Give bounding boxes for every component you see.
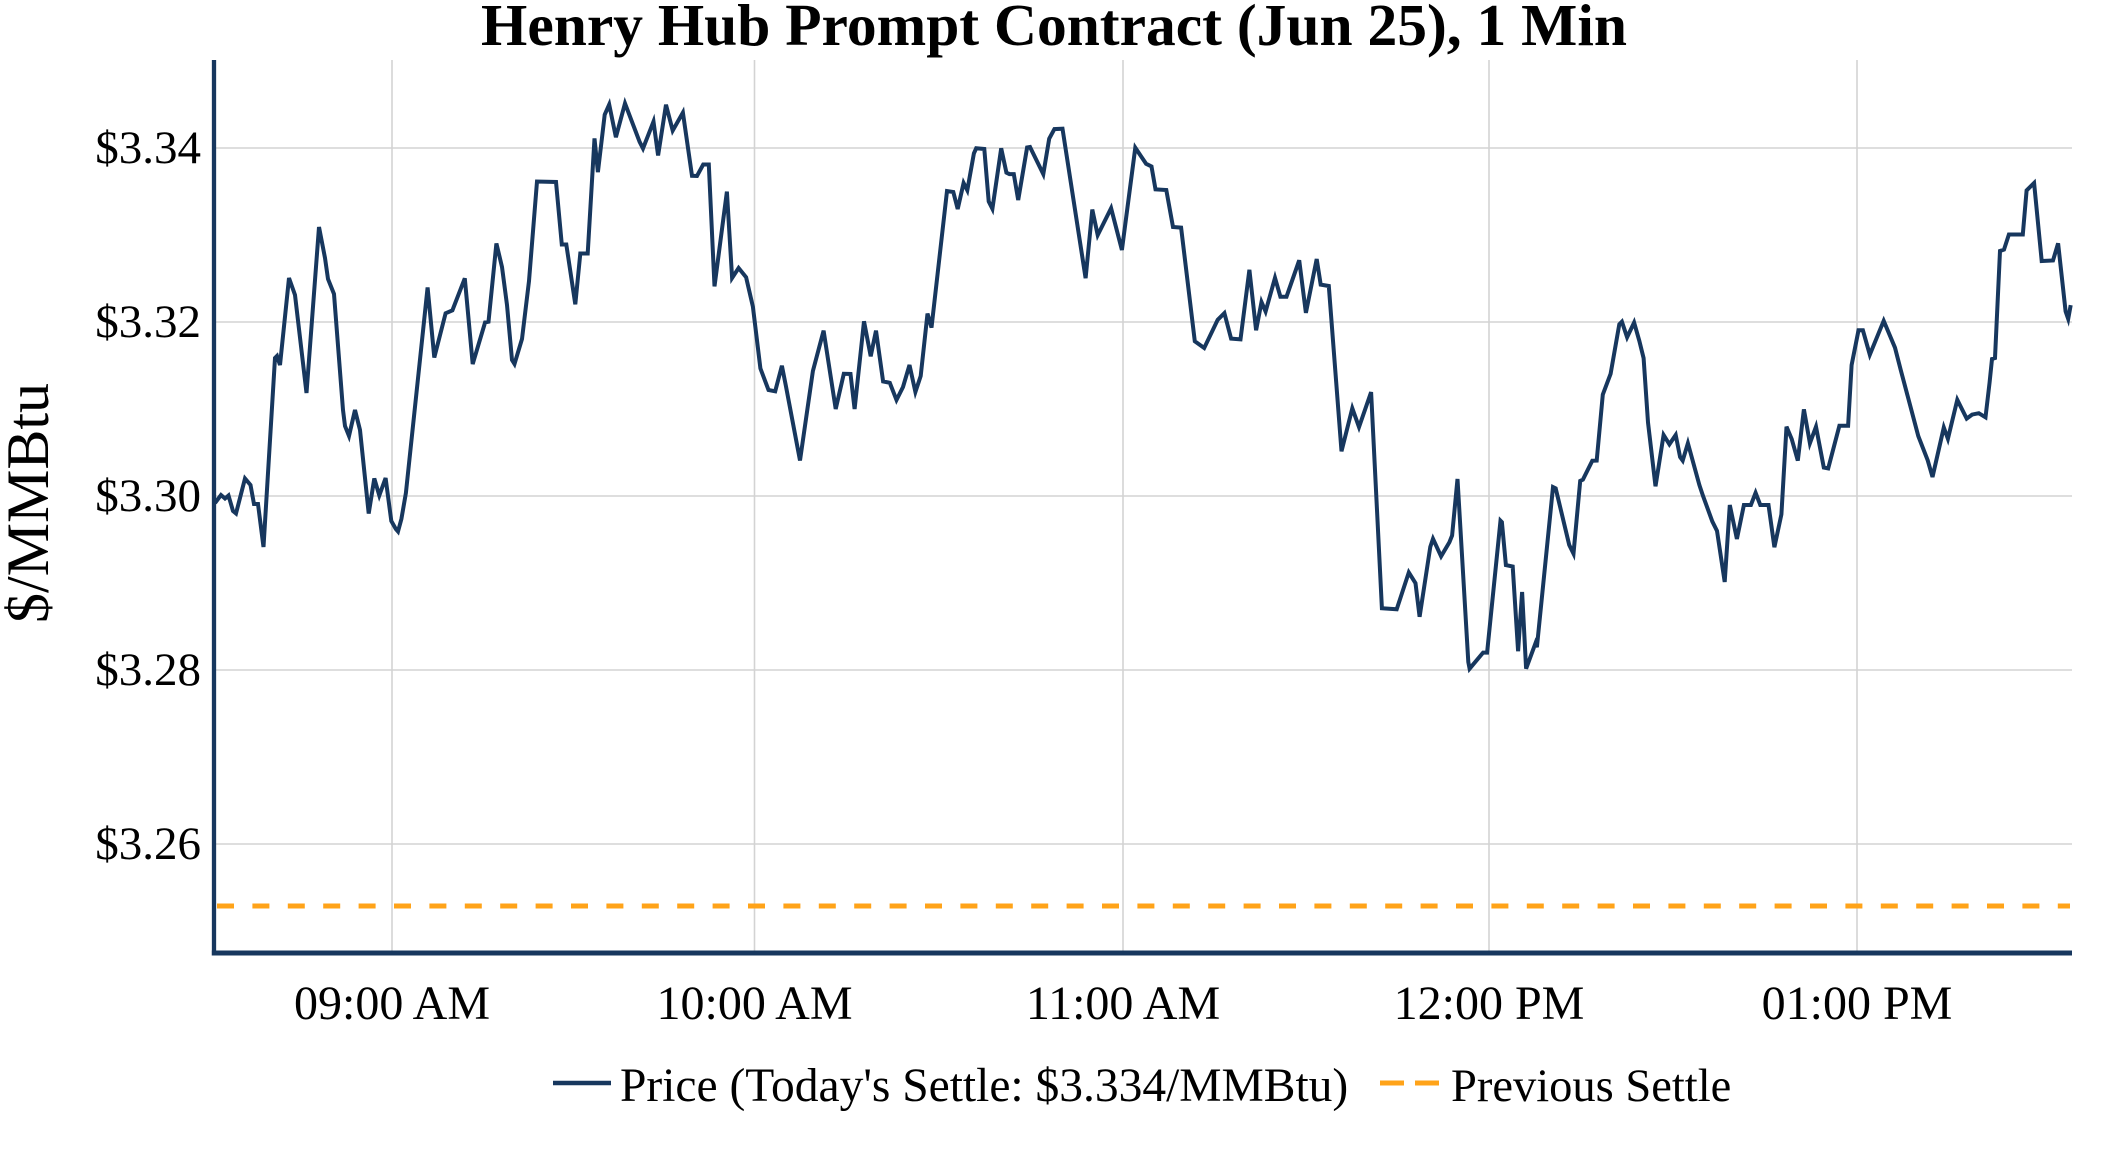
svg-text:Previous Settle: Previous Settle: [1451, 1061, 1731, 1112]
svg-text:Price (Today's Settle: $3.334/: Price (Today's Settle: $3.334/MMBtu): [620, 1060, 1348, 1112]
svg-text:$3.34: $3.34: [95, 122, 201, 174]
svg-text:12:00 PM: 12:00 PM: [1394, 977, 1585, 1030]
svg-text:09:00 AM: 09:00 AM: [294, 977, 490, 1030]
svg-text:$3.26: $3.26: [95, 818, 201, 870]
svg-text:01:00 PM: 01:00 PM: [1762, 977, 1953, 1030]
svg-text:$3.28: $3.28: [95, 644, 201, 696]
svg-text:10:00 AM: 10:00 AM: [656, 977, 852, 1030]
svg-text:$/MMBtu: $/MMBtu: [0, 383, 61, 623]
svg-text:11:00 AM: 11:00 AM: [1026, 977, 1220, 1030]
svg-text:$3.32: $3.32: [95, 296, 201, 348]
svg-text:$3.30: $3.30: [95, 470, 201, 522]
svg-text:Henry Hub Prompt Contract (Jun: Henry Hub Prompt Contract (Jun 25), 1 Mi…: [481, 0, 1627, 58]
